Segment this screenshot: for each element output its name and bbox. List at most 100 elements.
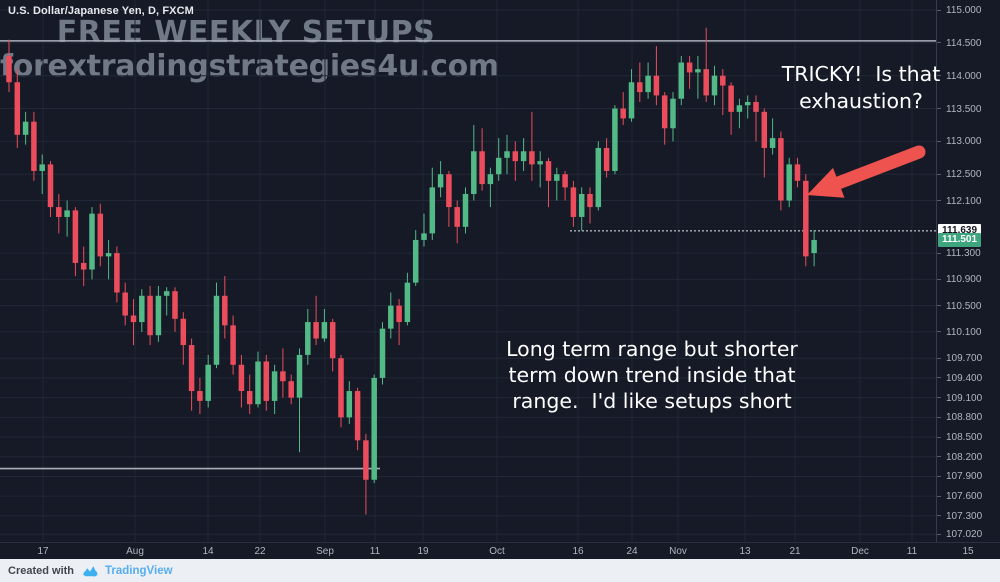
candle-body — [421, 233, 427, 240]
price-tick — [937, 495, 941, 497]
candle-body — [670, 98, 676, 129]
price-tick-label: 114.500 — [946, 37, 982, 49]
candle-body — [637, 82, 643, 93]
candle-body — [446, 174, 452, 208]
candle — [720, 69, 726, 116]
candle-body — [197, 391, 203, 401]
time-axis[interactable]: 17 Aug 14 22 Sep 11 19 Oct 16 24 Nov 13 21 Dec 11 15 — [0, 542, 1000, 560]
candle — [354, 387, 361, 451]
candle-body — [545, 161, 552, 181]
candle-body — [338, 358, 344, 418]
candle — [404, 272, 411, 326]
candle — [379, 322, 386, 385]
candle — [56, 193, 62, 234]
candle-body — [305, 322, 311, 355]
candle-body — [678, 62, 685, 99]
candle-body — [753, 101, 759, 112]
candle-body — [794, 164, 801, 181]
candle-body — [744, 101, 751, 106]
candle-body — [454, 207, 460, 227]
candle — [296, 348, 303, 453]
price-tick-label: 107.900 — [946, 471, 983, 483]
candle — [338, 354, 344, 428]
plot-svg[interactable] — [0, 0, 936, 542]
candle-body — [139, 295, 145, 323]
candle-body — [412, 239, 419, 283]
price-tick — [937, 331, 941, 333]
symbol-title: U.S. Dollar/Japanese Yen, D, FXCM — [8, 5, 194, 17]
candle — [612, 105, 618, 175]
candle-body — [603, 147, 610, 171]
candle — [454, 200, 460, 244]
candle — [72, 207, 79, 277]
candle — [122, 282, 128, 326]
candle — [628, 69, 635, 122]
price-tick-label: 108.800 — [946, 412, 983, 424]
candle — [246, 374, 253, 415]
candle — [537, 151, 543, 188]
candle — [495, 138, 502, 181]
price-tick-label: 113.500 — [946, 103, 982, 115]
candle — [230, 315, 236, 375]
candle — [31, 111, 37, 181]
candle — [213, 282, 220, 369]
candle — [321, 308, 328, 342]
candle — [363, 433, 369, 515]
candle-body — [471, 151, 477, 194]
price-tick — [937, 377, 941, 379]
footer-bar: Created with TradingView — [0, 559, 1000, 582]
candle — [686, 55, 693, 89]
candle-body — [736, 105, 743, 112]
candle-body — [31, 121, 37, 171]
candle-body — [155, 295, 162, 336]
price-tick-label: 115.000 — [946, 5, 982, 16]
candle — [172, 287, 178, 332]
candle — [736, 98, 743, 129]
time-tick-label: 11 — [369, 546, 381, 557]
candle — [487, 167, 494, 208]
candle-body — [147, 295, 153, 336]
candle-body — [22, 121, 29, 135]
time-tick-label: 24 — [626, 546, 638, 557]
candle — [471, 124, 477, 201]
candle — [80, 246, 87, 286]
candle — [446, 170, 452, 227]
candle-body — [296, 354, 303, 398]
candle — [263, 354, 270, 411]
candle-body — [504, 151, 510, 158]
candle — [670, 92, 676, 142]
candle-body — [620, 108, 626, 119]
candle-body — [329, 322, 336, 359]
watermark: FREE WEEKLY SETUPS forextradingstrategie… — [0, 15, 499, 84]
price-tick — [937, 397, 941, 399]
watermark-line1: FREE WEEKLY SETUPS — [56, 15, 436, 50]
candle — [188, 338, 195, 411]
chart-pane[interactable]: FREE WEEKLY SETUPS forextradingstrategie… — [0, 0, 936, 542]
candle-body — [354, 391, 361, 441]
candle — [603, 138, 610, 178]
price-tick-label: 113.000 — [946, 136, 982, 148]
candle-body — [487, 174, 494, 185]
candle — [255, 351, 261, 408]
candle-body — [363, 440, 369, 480]
price-tick-label: 110.900 — [946, 274, 982, 286]
price-tick-label: 109.700 — [946, 353, 983, 365]
candle-body — [778, 138, 784, 201]
candle — [811, 230, 817, 267]
annotation-range-line3: range. I'd like setups short — [512, 389, 792, 413]
annotation-range-line2: term down trend inside that — [508, 363, 796, 387]
time-tick-label: 16 — [572, 546, 584, 557]
price-tick — [937, 278, 941, 280]
time-tick-label: 14 — [202, 546, 214, 557]
candle — [371, 374, 377, 484]
candle-body — [661, 95, 668, 129]
candle — [271, 364, 278, 415]
candle — [6, 39, 12, 93]
price-axis[interactable]: 111.639 111.501 115.000 114.500 114.000 113… — [936, 0, 1000, 542]
price-tick-label: 112.100 — [946, 195, 982, 207]
candle-body — [570, 187, 577, 217]
candle-body — [512, 151, 519, 162]
tradingview-brand-link[interactable]: TradingView — [105, 564, 173, 577]
created-with-label: Created with — [8, 564, 75, 577]
price-tick — [937, 533, 941, 535]
